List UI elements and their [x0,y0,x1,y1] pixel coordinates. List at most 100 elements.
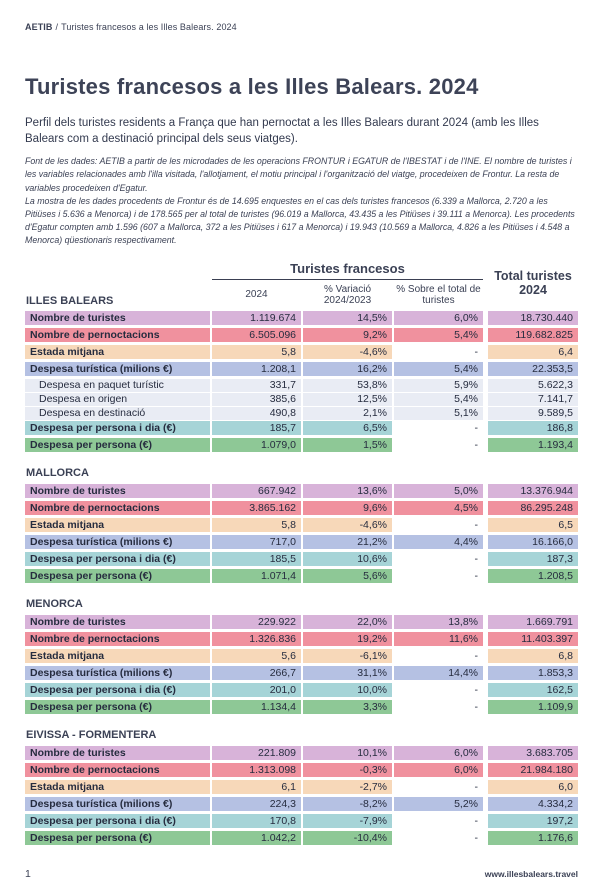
cell-sobre-total: 5,4% [394,328,483,343]
column-spacer [485,421,486,435]
website-link[interactable]: www.illesbalears.travel [484,869,578,879]
table-row: Nombre de pernoctacions 1.326.836 19,2% 11,… [25,632,578,647]
row-label: Despesa turística (milions €) [25,362,210,377]
cell-total-turistes: 9.589,5 [488,407,578,421]
cell-variacio: 16,2% [303,362,392,377]
cell-sobre-total: - [474,519,479,532]
cell-variacio: 22,0% [303,615,392,630]
column-spacer [485,814,486,828]
column-spacer [485,632,486,646]
cell-sobre-total: 5,1% [394,407,483,421]
cell-sobre-total: - [474,570,479,583]
source-notes: Font de les dades: AETIB a partir de les… [25,155,578,247]
cell-sobre-total: - [474,781,479,794]
table-row: Despesa en origen 385,6 12,5% 5,4% 7.141,7 [25,393,578,407]
cell-total-turistes: 5.622,3 [488,379,578,393]
cell-2024: 385,6 [212,393,301,407]
cell-total-turistes: 6,5 [488,518,578,533]
row-label: Despesa en origen [25,393,210,407]
cell-sobre-total: - [474,815,479,828]
cell-total-turistes: 18.730.440 [488,311,578,326]
cell-variacio: 6,5% [303,421,392,436]
table-row: Despesa per persona i dia (€) 185,7 6,5% -1… [25,421,578,436]
column-header-variacio: % Variació 2024/2023 [323,283,372,307]
cell-total-turistes: 119.682.825 [488,328,578,343]
cell-variacio: 5,6% [303,569,392,584]
column-spacer [485,615,486,629]
cell-variacio: 21,2% [303,535,392,550]
cell-2024: 221.809 [212,746,301,761]
table-row: Despesa turística (milions €) 1.208,1 16,2… [25,362,578,377]
cell-variacio: 31,1% [303,666,392,681]
cell-sobre-total: 6,0% [394,311,483,326]
table-row: Despesa per persona (€) 1.042,2 -10,4% -1.1… [25,831,578,846]
column-spacer [485,345,486,359]
cell-sobre-total: 5,9% [394,379,483,393]
cell-2024: 1.071,4 [212,569,301,584]
cell-2024: 1.326.836 [212,632,301,647]
column-spacer [485,763,486,777]
section-title: EIVISSA - FORMENTERA [26,729,157,742]
cell-variacio: -6,1% [303,649,392,664]
row-label: Nombre de turistes [25,746,210,761]
row-label: Despesa per persona i dia (€) [25,814,210,829]
table-row: Nombre de turistes 221.809 10,1% 6,0% 3.683.… [25,746,578,761]
column-spacer [485,649,486,663]
table-row: Nombre de turistes 229.922 22,0% 13,8% 1.669… [25,615,578,630]
row-label: Despesa en destinació [25,407,210,421]
cell-sobre-total: 6,0% [394,746,483,761]
cell-total-turistes: 21.984.180 [488,763,578,778]
cell-variacio: -0,3% [303,763,392,778]
cell-variacio: 10,6% [303,552,392,567]
row-label: Nombre de pernoctacions [25,632,210,647]
cell-2024: 170,8 [212,814,301,829]
table-row: Estada mitjana 5,8 -4,6% -6,5 [25,518,578,533]
row-label: Despesa turística (milions €) [25,535,210,550]
column-spacer [485,362,486,376]
cell-2024: 331,7 [212,379,301,393]
column-spacer [485,518,486,532]
cell-sobre-total: 5,4% [394,393,483,407]
cell-variacio: 19,2% [303,632,392,647]
row-label: Estada mitjana [25,518,210,533]
cell-total-turistes: 1.176,6 [488,831,578,846]
row-label: Despesa en paquet turístic [25,379,210,393]
table-row: Nombre de turistes 1.119.674 14,5% 6,0% 18.7… [25,311,578,326]
column-spacer [485,311,486,325]
page-title: Turistes francesos a les Illes Balears. … [25,74,479,99]
table-row: Despesa turística (milions €) 224,3 -8,2% 5… [25,797,578,812]
column-spacer [485,683,486,697]
cell-sobre-total: 5,2% [394,797,483,812]
cell-variacio: 3,3% [303,700,392,715]
section-title: MENORCA [26,598,83,611]
cell-total-turistes: 187,3 [488,552,578,567]
cell-variacio: 9,6% [303,501,392,516]
column-spacer [485,552,486,566]
column-spacer [485,328,486,342]
row-label: Nombre de turistes [25,311,210,326]
cell-total-turistes: 22.353,5 [488,362,578,377]
column-spacer [485,393,486,406]
table-row: Nombre de pernoctacions 1.313.098 -0,3% 6,0… [25,763,578,778]
cell-sobre-total: - [474,553,479,566]
cell-variacio: -4,6% [303,345,392,360]
table-row: Despesa en paquet turístic 331,7 53,8% 5,9%… [25,379,578,393]
row-label: Despesa per persona i dia (€) [25,421,210,436]
cell-2024: 185,7 [212,421,301,436]
row-label: Despesa per persona i dia (€) [25,683,210,698]
cell-variacio: 53,8% [303,379,392,393]
table-row: Nombre de turistes 667.942 13,6% 5,0% 13.376… [25,484,578,499]
cell-variacio: -8,2% [303,797,392,812]
cell-sobre-total: 5,4% [394,362,483,377]
row-label: Despesa per persona i dia (€) [25,552,210,567]
table-row: Estada mitjana 5,8 -4,6% -6,4 [25,345,578,360]
table-row: Despesa turística (milions €) 717,0 21,2% 4… [25,535,578,550]
cell-2024: 3.865.162 [212,501,301,516]
column-spacer [485,666,486,680]
cell-total-turistes: 13.376.944 [488,484,578,499]
column-spacer [485,501,486,515]
cell-total-turistes: 1.193,4 [488,438,578,453]
column-spacer [485,569,486,583]
row-label: Nombre de turistes [25,484,210,499]
